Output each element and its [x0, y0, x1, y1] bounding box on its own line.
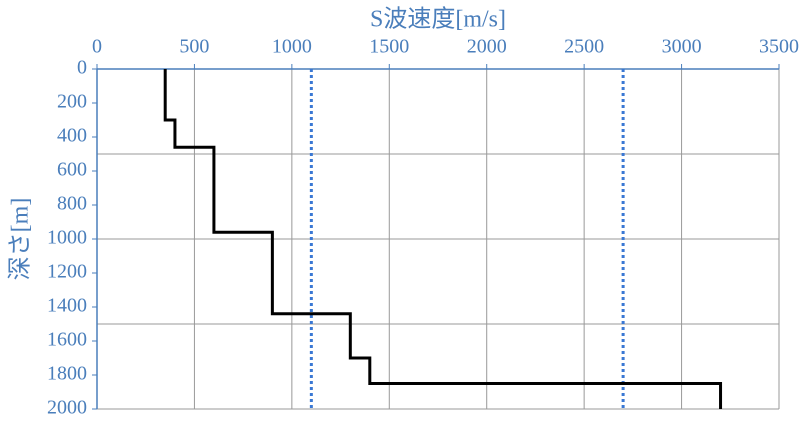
x-tick-label: 3000 [662, 36, 702, 58]
x-tick-label: 0 [92, 36, 102, 58]
y-tick-label: 400 [57, 125, 87, 147]
x-tick-label: 3500 [759, 36, 799, 58]
y-tick-label: 800 [57, 193, 87, 215]
y-tick-label: 2000 [47, 397, 87, 419]
y-tick-label: 1000 [47, 227, 87, 249]
chart-title: S波速度[m/s] [370, 6, 506, 33]
y-tick-label: 1200 [47, 261, 87, 283]
y-tick-label: 0 [77, 57, 87, 79]
y-tick-label: 1400 [47, 295, 87, 317]
y-tick-label: 200 [57, 91, 87, 113]
y-tick-label: 1800 [47, 363, 87, 385]
y-tick-label: 600 [57, 159, 87, 181]
y-axis-label: 深さ[m] [7, 198, 34, 281]
y-tick-label: 1600 [47, 329, 87, 351]
x-tick-label: 500 [179, 36, 209, 58]
x-tick-label: 2500 [564, 36, 604, 58]
data-line [163, 69, 723, 409]
x-tick-label: 1500 [369, 36, 409, 58]
x-tick-label: 2000 [467, 36, 507, 58]
x-tick-label: 1000 [272, 36, 312, 58]
